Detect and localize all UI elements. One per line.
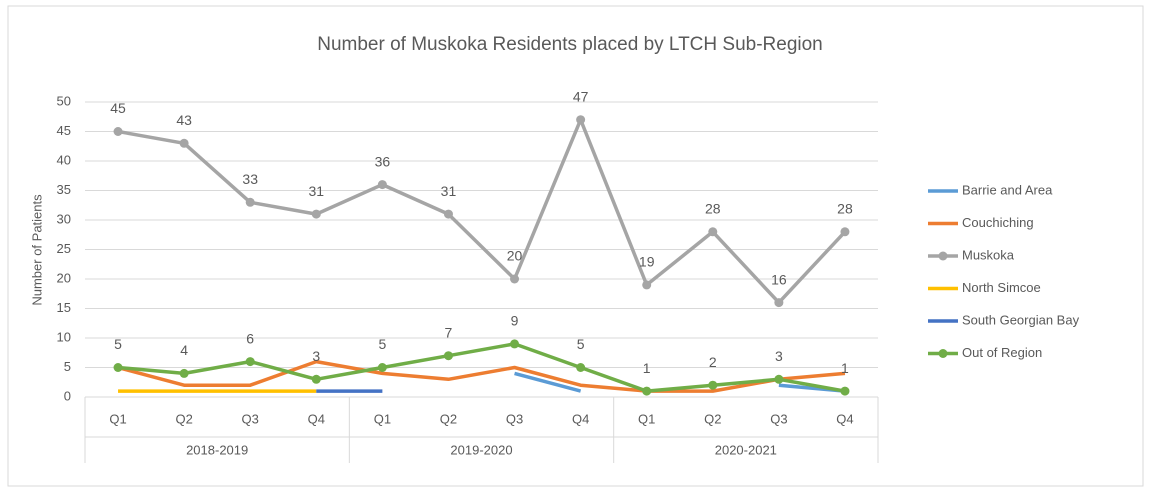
data-point	[774, 298, 784, 308]
x-tick-label: Q1	[638, 411, 655, 426]
data-label: 28	[705, 201, 721, 217]
y-tick-label: 50	[57, 93, 71, 108]
series-line	[117, 117, 847, 305]
data-label: 6	[246, 330, 254, 346]
y-tick-label: 0	[64, 388, 71, 403]
data-label: 5	[114, 336, 122, 352]
data-label: 16	[771, 271, 787, 287]
data-label: 3	[312, 348, 320, 364]
data-point	[774, 374, 784, 384]
data-point	[443, 209, 453, 219]
data-label: 33	[242, 171, 258, 187]
data-label: 36	[375, 153, 391, 169]
data-point	[245, 197, 255, 207]
data-point	[840, 386, 850, 396]
x-tick-label: Q4	[308, 411, 325, 426]
legend-label: Couchiching	[962, 215, 1034, 230]
x-tick-label: Q4	[836, 411, 853, 426]
data-point	[311, 209, 321, 219]
legend-label: Out of Region	[962, 345, 1042, 360]
legend-marker	[938, 251, 948, 261]
x-tick-label: Q1	[374, 411, 391, 426]
data-point	[311, 374, 321, 384]
data-point	[377, 363, 387, 372]
legend-label: Barrie and Area	[962, 182, 1053, 197]
data-point	[179, 138, 189, 148]
y-tick-label: 35	[57, 182, 71, 197]
data-point	[840, 227, 850, 237]
data-label: 45	[110, 100, 126, 116]
y-tick-label: 45	[57, 123, 71, 138]
data-label: 19	[639, 254, 655, 270]
y-tick-label: 5	[64, 359, 71, 374]
data-label: 7	[445, 324, 453, 340]
series-line	[117, 359, 846, 393]
data-label: 5	[378, 336, 386, 352]
legend-label: North Simcoe	[962, 280, 1041, 295]
x-tick-label: Q3	[770, 411, 787, 426]
data-label: 1	[841, 360, 849, 376]
data-label: 4	[180, 342, 188, 358]
data-label: 43	[176, 112, 192, 128]
group-label: 2019-2020	[450, 442, 512, 457]
group-label: 2018-2019	[186, 442, 248, 457]
data-point	[245, 357, 255, 367]
data-point	[576, 363, 586, 372]
data-label: 47	[573, 88, 589, 104]
data-point	[179, 368, 189, 378]
data-point	[113, 127, 123, 136]
y-tick-label: 25	[57, 241, 71, 256]
data-point	[642, 280, 652, 290]
data-label: 2	[709, 354, 717, 370]
data-label: 31	[441, 183, 457, 199]
data-label: 1	[643, 360, 651, 376]
series-line	[117, 342, 846, 393]
x-tick-label: Q1	[109, 411, 126, 426]
y-tick-label: 15	[57, 300, 71, 315]
y-tick-label: 30	[57, 211, 71, 226]
x-tick-label: Q3	[242, 411, 259, 426]
x-tick-label: Q3	[506, 411, 523, 426]
data-point	[576, 115, 586, 125]
data-point	[377, 180, 387, 190]
data-label: 9	[511, 313, 519, 329]
y-axis-label: Number of Patients	[29, 194, 44, 306]
data-point	[708, 227, 718, 237]
data-point	[510, 339, 520, 349]
data-point	[510, 274, 520, 284]
legend-label: Muskoka	[962, 247, 1015, 262]
data-point	[443, 351, 453, 361]
y-tick-label: 40	[57, 152, 71, 167]
chart-border	[7, 5, 1144, 487]
data-label: 3	[775, 348, 783, 364]
x-tick-label: Q2	[704, 411, 721, 426]
legend-marker	[938, 349, 948, 358]
chart-title: Number of Muskoka Residents placed by LT…	[317, 34, 823, 55]
group-label: 2020-2021	[715, 442, 777, 457]
x-tick-label: Q4	[572, 411, 589, 426]
y-tick-label: 10	[57, 329, 71, 344]
x-tick-label: Q2	[175, 411, 192, 426]
data-label: 5	[577, 336, 585, 352]
y-tick-label: 20	[57, 270, 71, 285]
data-label: 20	[507, 248, 523, 264]
data-point	[113, 363, 123, 372]
data-point	[708, 380, 718, 390]
data-point	[642, 386, 652, 396]
data-label: 28	[837, 201, 853, 217]
data-label: 31	[309, 183, 325, 199]
legend-label: South Georgian Bay	[962, 312, 1080, 327]
x-tick-label: Q2	[440, 411, 457, 426]
series-line	[514, 371, 582, 393]
